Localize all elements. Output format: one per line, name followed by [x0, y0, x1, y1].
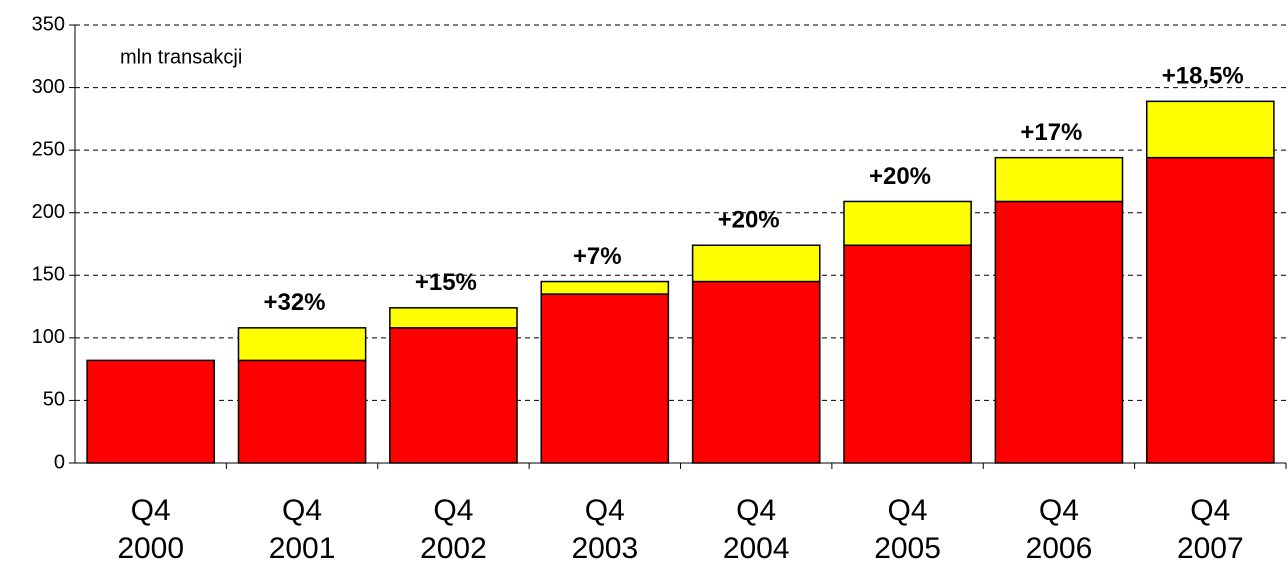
change-label: +7%: [573, 243, 622, 270]
x-tick-label: Q4 2004: [722, 494, 790, 563]
y-tick-label: 50: [43, 389, 65, 411]
bar-segment: [691, 244, 821, 283]
bar-segment: [691, 280, 821, 464]
change-label: +18,5%: [1162, 63, 1244, 90]
y-tick-label: 100: [32, 326, 65, 348]
bar-segment: [540, 293, 670, 464]
bar-segment: [1145, 156, 1275, 464]
change-label: +20%: [718, 207, 780, 234]
bar-segment: [843, 200, 972, 247]
unit-label: mln transakcji: [120, 46, 242, 68]
x-tick-label: Q4 2003: [571, 494, 639, 563]
change-label: +15%: [415, 269, 477, 296]
y-tick-label: 200: [32, 201, 65, 223]
bar-segment: [86, 359, 216, 464]
y-tick-label: 0: [54, 451, 65, 473]
x-tick-label: Q4 2002: [420, 494, 487, 563]
bar-segment: [843, 244, 972, 464]
bar-segment: [994, 200, 1124, 464]
bar-segment: [389, 307, 518, 329]
bar-segment: [237, 327, 367, 362]
x-tick-label: Q4 2001: [268, 494, 336, 563]
bar-segment: [389, 327, 518, 464]
y-tick-label: 350: [32, 13, 65, 35]
x-tick-label: Q4 2005: [874, 494, 941, 563]
y-tick-label: 250: [32, 138, 65, 160]
bar-segment: [540, 280, 670, 295]
change-label: +32%: [263, 289, 325, 316]
x-tick-label: Q4 2000: [117, 494, 185, 563]
bar-segment: [1145, 100, 1275, 159]
change-label: +17%: [1020, 119, 1082, 146]
bar-segment: [237, 359, 367, 464]
y-tick-label: 300: [32, 76, 65, 98]
y-tick-label: 150: [32, 264, 65, 286]
x-tick-label: Q4 2007: [1176, 494, 1244, 563]
bar-segment: [994, 156, 1124, 203]
x-tick-label: Q4 2006: [1025, 494, 1093, 563]
change-label: +20%: [869, 163, 931, 190]
